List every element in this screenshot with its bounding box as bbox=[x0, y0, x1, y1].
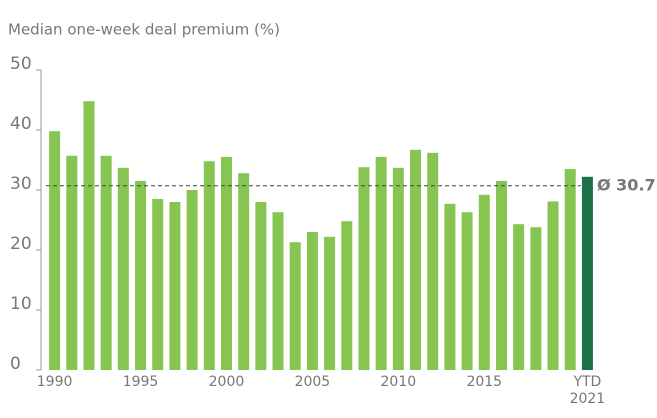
bar bbox=[427, 152, 439, 370]
bar bbox=[203, 161, 215, 370]
bar bbox=[66, 155, 78, 370]
y-tick-label: 20 bbox=[10, 234, 32, 254]
x-tick-label: 2000 bbox=[208, 374, 245, 390]
bar bbox=[461, 212, 473, 370]
bar bbox=[220, 157, 232, 370]
bar bbox=[152, 199, 164, 370]
bar bbox=[530, 227, 542, 370]
average-label: Ø 30.7 bbox=[597, 175, 656, 194]
bar bbox=[581, 176, 593, 370]
y-tick-label: 10 bbox=[10, 294, 32, 314]
x-tick-label: YTD 2021 bbox=[569, 374, 606, 407]
x-tick-label: 2015 bbox=[466, 374, 503, 390]
bar bbox=[289, 242, 301, 370]
bar bbox=[83, 101, 95, 370]
bar bbox=[255, 202, 267, 370]
bar bbox=[392, 167, 404, 370]
bar bbox=[117, 167, 129, 370]
bar bbox=[341, 221, 353, 370]
bar bbox=[135, 181, 147, 370]
y-tick-label: 50 bbox=[10, 54, 32, 74]
y-tick-label: 40 bbox=[10, 114, 32, 134]
bar bbox=[100, 155, 112, 370]
bar bbox=[547, 201, 559, 370]
bar bbox=[358, 167, 370, 370]
bar bbox=[495, 181, 507, 370]
bar bbox=[324, 236, 336, 370]
x-tick-label: 2010 bbox=[380, 374, 417, 390]
bar bbox=[375, 157, 387, 370]
x-tick-label: 2005 bbox=[294, 374, 331, 390]
y-tick-label: 30 bbox=[10, 174, 32, 194]
x-tick-label: 1990 bbox=[36, 374, 73, 390]
bar bbox=[513, 224, 525, 370]
chart-title: Median one-week deal premium (%) bbox=[8, 21, 280, 39]
bar bbox=[564, 169, 576, 370]
bar bbox=[444, 203, 456, 370]
bar bbox=[49, 131, 61, 370]
x-tick-label: 1995 bbox=[122, 374, 159, 390]
bar bbox=[410, 149, 422, 370]
bar bbox=[186, 190, 198, 370]
y-tick-label: 0 bbox=[10, 354, 21, 374]
bar bbox=[478, 194, 490, 370]
bar bbox=[238, 173, 250, 370]
bar bbox=[169, 202, 181, 370]
bar bbox=[306, 232, 318, 370]
bar bbox=[272, 212, 284, 370]
